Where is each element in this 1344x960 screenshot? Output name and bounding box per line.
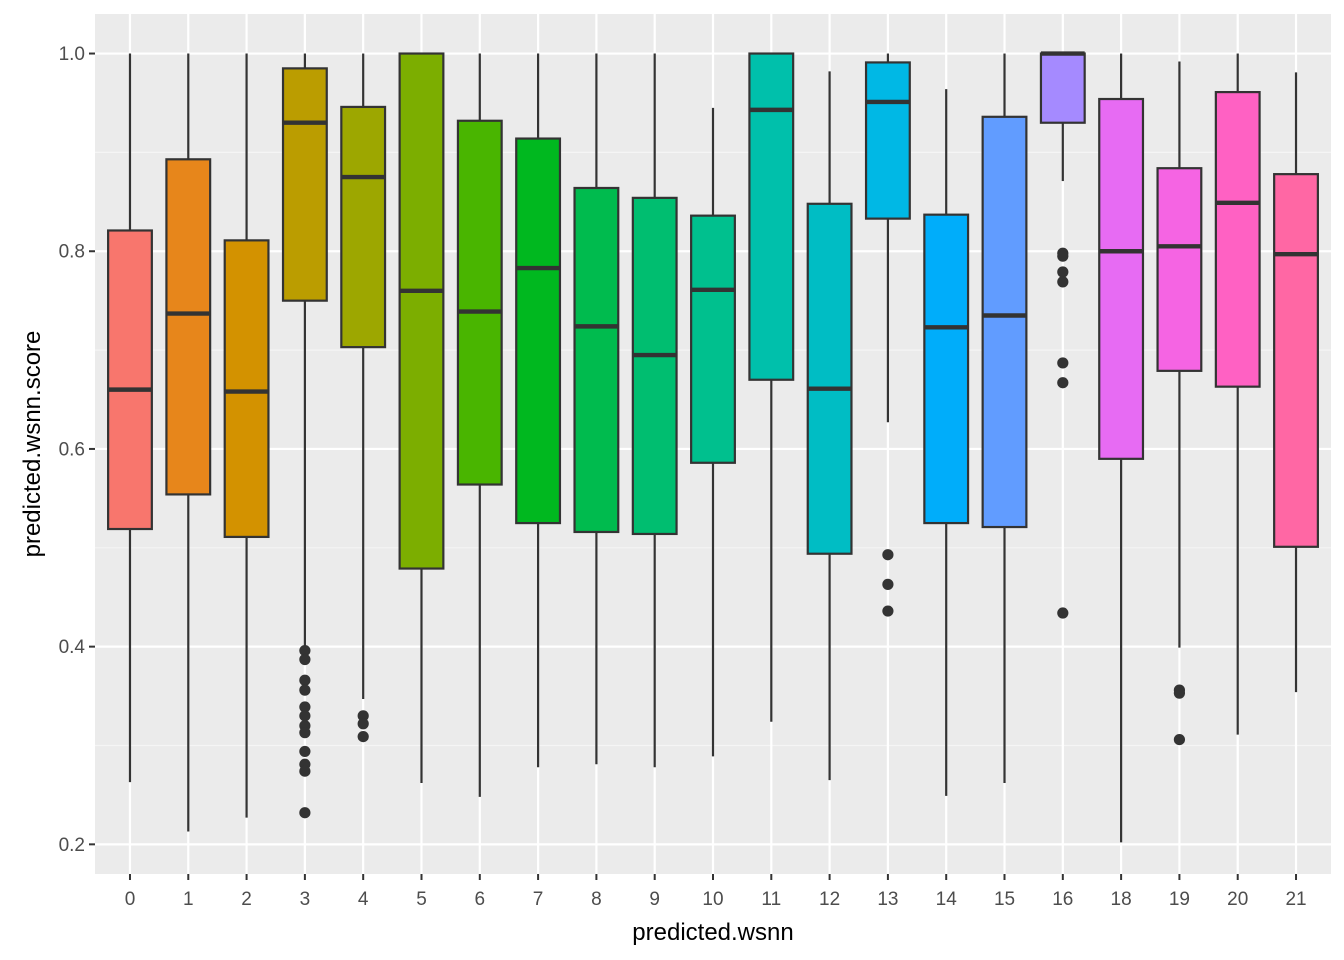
x-tick-label: 19 — [1169, 889, 1190, 910]
box — [281, 67, 328, 302]
outlier-point — [299, 765, 311, 777]
x-tick-label: 1 — [183, 889, 194, 910]
outlier-point — [357, 718, 369, 730]
outlier-point — [299, 807, 311, 819]
outlier-point — [1057, 607, 1069, 619]
box-group-1 — [165, 53, 212, 832]
outlier-point — [299, 745, 311, 758]
box-group-10 — [690, 107, 736, 757]
box — [223, 239, 270, 539]
x-tick-label: 15 — [994, 889, 1015, 910]
x-tick-label: 13 — [877, 889, 898, 910]
box-group-21 — [1273, 72, 1319, 693]
outlier-point — [357, 710, 369, 722]
box — [631, 196, 678, 536]
x-axis: 0 1 2 3 4 5 6 7 8 9 10 11 12 13 14 15 16 18 19 20 21 — [125, 874, 1307, 910]
box-group-11 — [748, 52, 795, 722]
outlier-point — [1057, 357, 1069, 369]
outlier-point — [299, 674, 311, 686]
x-tick-label: 7 — [533, 889, 544, 910]
y-axis: 0.2 0.4 0.6 0.8 1.0 — [59, 44, 95, 856]
outlier-point — [299, 644, 311, 657]
outlier-point — [1173, 733, 1186, 746]
outlier-point — [882, 578, 894, 590]
box-group-6 — [456, 53, 503, 797]
x-tick-label: 16 — [1052, 889, 1073, 910]
x-tick-label: 14 — [936, 889, 958, 910]
x-tick-label: 8 — [591, 889, 602, 910]
box-group-9 — [631, 53, 678, 768]
x-tick-label: 21 — [1285, 889, 1306, 910]
outlier-point — [299, 727, 311, 739]
outlier-point — [299, 710, 311, 722]
x-tick-label: 4 — [358, 889, 369, 910]
x-tick-label: 18 — [1111, 889, 1132, 910]
box — [1156, 167, 1203, 372]
outlier-point — [357, 730, 369, 743]
box-group-18 — [1098, 53, 1145, 843]
box — [165, 158, 212, 496]
x-tick-label: 9 — [649, 889, 660, 910]
box-group-7 — [515, 53, 562, 768]
box — [748, 52, 795, 381]
box — [1039, 52, 1086, 124]
x-axis-title: predicted.wsnn — [632, 919, 793, 946]
x-tick-label: 3 — [300, 889, 311, 910]
box — [1098, 97, 1145, 460]
outlier-point — [1057, 377, 1069, 389]
box — [864, 61, 911, 220]
box-group-3 — [281, 53, 328, 819]
box — [981, 115, 1028, 529]
outlier-point — [299, 701, 311, 713]
y-tick-label: 0.4 — [59, 637, 86, 658]
box-group-13 — [864, 53, 911, 617]
x-tick-label: 6 — [475, 889, 486, 910]
box-group-20 — [1214, 53, 1261, 735]
box — [923, 213, 970, 525]
box — [1214, 90, 1261, 388]
box-group-12 — [806, 71, 853, 781]
box — [456, 119, 503, 486]
x-tick-label: 20 — [1227, 889, 1248, 910]
x-tick-label: 0 — [125, 889, 136, 910]
box-group-15 — [981, 53, 1028, 784]
outlier-point — [1057, 266, 1069, 278]
x-tick-label: 11 — [761, 889, 781, 910]
box — [806, 202, 853, 555]
x-tick-label: 5 — [416, 889, 427, 910]
outlier-point — [1057, 276, 1069, 288]
box-group-8 — [573, 53, 620, 765]
box — [515, 137, 562, 525]
outlier-point — [882, 549, 894, 561]
box — [107, 229, 153, 531]
box-group-16 — [1039, 51, 1086, 619]
x-tick-label: 2 — [241, 889, 252, 910]
box-group-19 — [1156, 61, 1203, 746]
outlier-point — [299, 684, 311, 696]
outlier-point — [882, 605, 894, 617]
box — [1273, 173, 1319, 548]
y-axis-title: predicted.wsnn.score — [19, 331, 46, 558]
box-group-4 — [340, 53, 387, 743]
x-tick-label: 10 — [702, 889, 723, 910]
box-group-5 — [398, 52, 445, 784]
y-tick-label: 0.6 — [59, 439, 85, 460]
box — [340, 105, 387, 349]
box-group-2 — [223, 53, 270, 818]
boxes — [107, 51, 1319, 843]
outlier-point — [299, 653, 311, 666]
y-tick-label: 0.8 — [59, 242, 85, 263]
outlier-point — [1057, 250, 1069, 262]
box — [573, 186, 620, 534]
box-group-14 — [923, 89, 970, 796]
box — [690, 214, 736, 464]
y-tick-label: 1.0 — [59, 44, 85, 65]
box-group-0 — [107, 53, 153, 783]
y-tick-label: 0.2 — [59, 835, 85, 856]
outlier-point — [1173, 687, 1186, 699]
box — [398, 52, 445, 570]
x-tick-label: 12 — [819, 889, 840, 910]
